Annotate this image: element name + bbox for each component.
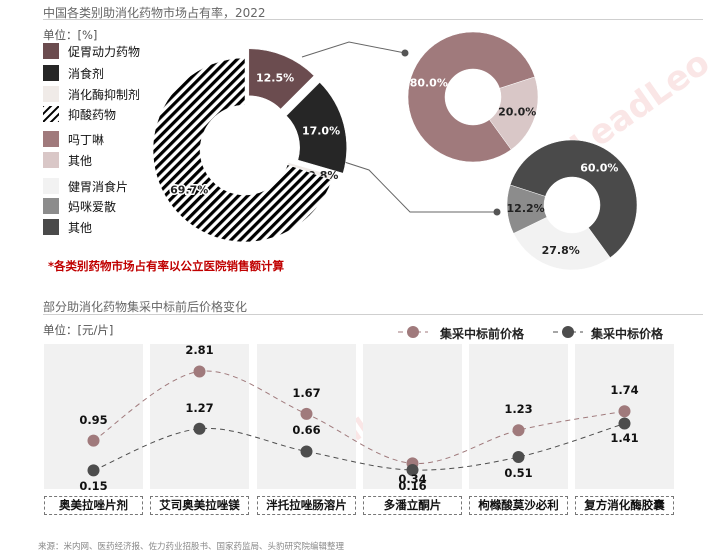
data-point: [512, 424, 525, 437]
data-label: 0.66: [292, 423, 321, 438]
donut-slice: [509, 139, 638, 258]
legend-label: 抑酸药物: [68, 107, 117, 122]
title-divider: [43, 19, 703, 20]
legend-series-after: [553, 326, 583, 338]
legend-label: 其他: [68, 220, 93, 235]
legend-label-before: 集采中标前价格: [440, 327, 525, 341]
data-point: [87, 464, 100, 477]
donut-slice: [152, 57, 333, 243]
data-point: [193, 365, 206, 378]
legend-swatch: [43, 152, 59, 168]
data-point: [512, 451, 525, 464]
legend-item-enzyme-inhibitor: 消化酶抑制剂: [43, 84, 140, 104]
data-label: 0.34: [398, 472, 427, 487]
slice-label: 20.0%: [498, 105, 536, 118]
leader-dot: [493, 208, 501, 216]
legend-label: 吗丁啉: [68, 132, 105, 147]
legend-swatch: [43, 86, 59, 102]
donut-slice: [489, 76, 539, 150]
category-label: 复方消化酶胶囊: [575, 496, 674, 515]
legend-item-mamiai: 妈咪爱散: [43, 196, 116, 216]
data-point: [406, 464, 419, 477]
legend-label: 消食剂: [68, 66, 105, 81]
data-point: [618, 417, 631, 430]
line-legend: [398, 326, 583, 338]
market-share-title: 中国各类别助消化药物市场占有率，2022: [43, 6, 266, 20]
data-label: 1.67: [292, 385, 321, 400]
footnote: *各类别药物市场占有率以公立医院销售额计算: [48, 259, 285, 273]
price-line-chart: [87, 365, 631, 477]
legend-series-before: [398, 326, 428, 338]
price-change-title: 部分助消化药物集采中标前后价格变化: [43, 300, 248, 314]
data-label: 1.41: [610, 430, 639, 445]
slice-label: 60.0%: [580, 161, 618, 174]
legend-item-other-2: 其他: [43, 217, 92, 237]
category-label: 多潘立酮片: [363, 496, 462, 515]
donut-slice: [407, 31, 536, 163]
legend-label: 健胃消食片: [68, 179, 129, 194]
legend-swatch: [43, 178, 59, 194]
category-label: 奥美拉唑片剂: [44, 496, 143, 515]
donut-digestive-breakdown: 27.8% 12.2% 60.0%: [507, 139, 638, 271]
series-line: [93, 423, 625, 471]
data-label: 0.51: [504, 466, 533, 481]
legend-label: 促胃动力药物: [68, 44, 141, 59]
legend-label: 其他: [68, 153, 93, 168]
donut-main: 12.5%17.0%0.8%69.7%: [152, 48, 347, 243]
series-line: [93, 370, 625, 464]
legend-item-prokinetic: 促胃动力药物: [43, 41, 140, 61]
drug-panel: [469, 344, 568, 489]
leader-line: [301, 41, 406, 58]
legend-label-after: 集采中标价格: [591, 327, 664, 341]
data-point: [193, 422, 206, 435]
source-note: 来源：米内网、医药经济报、佐力药业招股书、国家药监局、头豹研究院编辑整理: [38, 542, 345, 552]
donut-slice: [248, 48, 315, 110]
data-label: 1.23: [504, 402, 533, 417]
donut-prokinetic-breakdown: 80.0% 20.0%: [407, 31, 539, 163]
data-point: [300, 407, 313, 420]
legend-label: 妈咪爱散: [68, 199, 117, 214]
legend-item-digestive: 消食剂: [43, 63, 104, 83]
legend-swatch: [43, 43, 59, 59]
donut-slice: [286, 82, 347, 174]
data-label: 1.74: [610, 383, 639, 398]
category-label: 艾司奥美拉唑镁: [150, 496, 249, 515]
legend-swatch: [43, 65, 59, 81]
data-point: [300, 445, 313, 458]
legend-item-jianwei: 健胃消食片: [43, 176, 128, 196]
data-point: [618, 405, 631, 418]
donut-slice: [513, 216, 611, 271]
market-share-unit: 单位：[%]: [43, 28, 98, 42]
leader-line: [331, 157, 497, 213]
data-label: 0.15: [79, 479, 108, 494]
data-label: 2.81: [185, 343, 214, 358]
leader-dot: [401, 49, 409, 57]
slice-label: 27.8%: [542, 244, 580, 257]
slice-label: 17.0%: [302, 124, 340, 137]
title-divider: [43, 314, 703, 315]
legend-swatch-hatch: [43, 106, 59, 122]
legend-item-other-1: 其他: [43, 150, 92, 170]
slice-label: 69.7%: [170, 184, 208, 197]
data-label: 0.95: [79, 412, 108, 427]
data-point: [87, 434, 100, 447]
data-label: 0.16: [398, 479, 427, 494]
price-unit: 单位：[元/片]: [43, 323, 114, 337]
slice-label: 12.5%: [256, 71, 294, 84]
legend-swatch: [43, 219, 59, 235]
data-label: 1.27: [185, 400, 214, 415]
legend-item-domperidone: 吗丁啉: [43, 129, 104, 149]
leader-lines: [301, 41, 501, 216]
category-label: 泮托拉唑肠溶片: [257, 496, 356, 515]
slice-label: 12.2%: [507, 202, 545, 215]
slice-label: 80.0%: [410, 77, 448, 90]
legend-label: 消化酶抑制剂: [68, 87, 141, 102]
category-label: 枸橼酸莫沙必利: [469, 496, 568, 515]
donut-charts: 12.5%17.0%0.8%69.7% 80.0%20.0% 27.8%12.2…: [152, 31, 638, 271]
legend-swatch: [43, 131, 59, 147]
legend-item-antacid: 抑酸药物: [43, 104, 116, 124]
legend-swatch: [43, 198, 59, 214]
